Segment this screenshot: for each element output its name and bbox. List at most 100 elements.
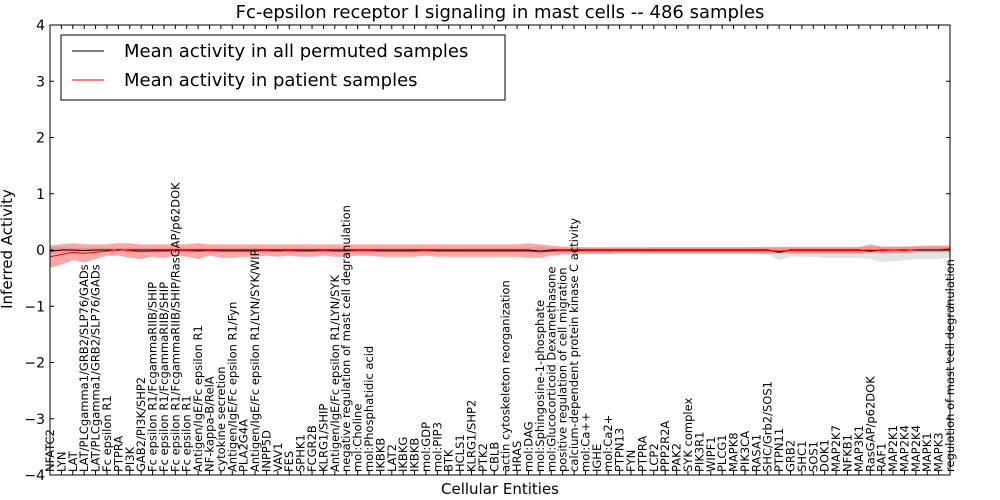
x-tick-label: Fc epsilon R1/FcgammaRIIB/SHIP: [157, 282, 171, 472]
legend-label-permuted: Mean activity in all permuted samples: [124, 41, 468, 62]
x-tick-label: VAV1: [271, 443, 285, 472]
x-tick-label: PIK3CA: [738, 431, 752, 472]
y-tick-label: 3: [36, 74, 45, 90]
x-tick-label: MAPK8: [727, 432, 741, 472]
x-tick-label: RAF1: [875, 443, 889, 472]
x-tick-label: PTPRA: [635, 436, 649, 472]
x-tick-label: IGHE: [590, 444, 604, 472]
x-tick-label: MAP2K4: [909, 425, 923, 472]
x-tick-label: NFKB1: [840, 434, 854, 472]
x-tick-label: SPHK1: [294, 434, 308, 472]
x-tick-label: LCP2: [647, 443, 661, 472]
x-tick-label: MAPK1: [920, 432, 934, 472]
x-tick-label: FCGR2B: [305, 425, 319, 472]
x-tick-label: PI3K: [123, 446, 137, 472]
x-tick-label: actin cytoskeleton reorganization: [499, 280, 513, 472]
x-tick-label: HCLS1: [453, 434, 467, 472]
x-tick-label: mol:PIP3: [430, 422, 444, 472]
x-tick-label: FES: [282, 451, 296, 472]
x-tick-label: NF-kappa-B/RelA: [202, 376, 216, 472]
x-tick-label: MAPK3: [932, 432, 946, 472]
y-tick-label: 0: [36, 243, 45, 259]
x-tick-label: Fc epsilon R1: [100, 395, 114, 472]
x-tick-label: Fc epsilon R1/FcgammaRIIB/SHIP: [146, 282, 160, 472]
x-tick-label: PPP2R2A: [658, 421, 672, 472]
y-tick-label: 4: [36, 18, 45, 34]
x-tick-label: mol:Ca++: [578, 412, 592, 472]
x-tick-label: calcium-dependent protein kinase C activ…: [567, 218, 581, 472]
x-tick-label: Fc epsilon R1/FcgammaRIIB/SHIP/RasGAP/p6…: [168, 182, 182, 472]
y-tick-label: −1: [24, 299, 45, 315]
legend-frame: [60, 34, 506, 101]
x-tick-label: mol:Glucocorticoid Dexamethasone: [544, 267, 558, 472]
x-tick-label: Antigen/IgE/Fc epsilon R1/Fyn: [225, 302, 239, 472]
x-tick-label: Antigen/IgE/Fc epsilon R1/LYN/SYK: [328, 275, 342, 472]
y-tick-label: −4: [24, 468, 45, 484]
x-tick-label: Fc epsilon R1: [180, 395, 194, 472]
x-tick-label: MAP2K1: [886, 425, 900, 472]
x-tick-label: LAT2: [385, 444, 399, 472]
legend: Mean activity in all permuted samples Me…: [60, 34, 506, 101]
x-tick-label: MAP2K4: [897, 425, 911, 472]
legend-label-patient: Mean activity in patient samples: [124, 70, 418, 91]
x-tick-label: mol:Phosphatidic acid: [362, 346, 376, 472]
x-tick-label: PTPRA: [111, 436, 125, 472]
x-tick-label: PLA2G4A: [237, 419, 251, 472]
x-tick-label: RASA1: [749, 434, 763, 472]
y-axis-label: Inferred Activity: [0, 189, 16, 309]
x-tick-label: PLCG1: [715, 434, 729, 472]
x-tick-label: DOK1: [818, 439, 832, 472]
x-tick-label: BTK: [442, 449, 456, 472]
x-tick-label: mol:DAG: [521, 421, 535, 472]
x-tick-label: SHC1: [795, 441, 809, 472]
y-tick-label: −2: [24, 356, 45, 372]
x-tick-label: LAT: [66, 450, 80, 472]
x-tick-label: PTPN13: [613, 428, 627, 472]
x-tick-label: HRAS: [510, 441, 524, 472]
x-tick-label: mol:Choline: [351, 404, 365, 472]
x-tick-label: SHC/Grb2/SOS1: [761, 381, 775, 472]
x-tick-label: CBLB: [487, 442, 501, 472]
x-tick-label: FYN: [624, 450, 638, 472]
x-tick-label: WIPF1: [704, 436, 718, 472]
x-tick-label: PIK3R1: [692, 432, 706, 473]
y-tick-label: −3: [24, 412, 45, 428]
x-tick-label: RasGAP/p62DOK: [863, 376, 877, 472]
x-tick-label: MAP3K1: [852, 425, 866, 472]
x-tick-label: LYN: [54, 451, 68, 472]
x-tick-label: NFATC2: [43, 429, 57, 472]
x-tick-label: IKBKG: [396, 437, 410, 472]
band-series-1: [50, 243, 950, 268]
x-tick-label: SYK complex: [681, 398, 695, 472]
x-tick-label: IKBKB: [373, 438, 387, 472]
x-tick-label: cytokine secretion: [214, 366, 228, 472]
x-tick-label: Antigen/IgE/Fc epsilon R1: [191, 325, 205, 472]
x-tick-label: GAB2/PI3K/SHP2: [134, 377, 148, 472]
y-tick-label: 2: [36, 131, 45, 147]
x-tick-label: mol:GDP: [419, 422, 433, 472]
x-tick-label: KLRG1/SHIP: [316, 404, 330, 472]
x-tick-label: LAT/PLCgamma1/GRB2/SLP76/GADs: [89, 264, 103, 472]
line-series-1: [49, 248, 951, 258]
x-tick-label: SOS1: [806, 441, 820, 472]
line-series-0: [49, 249, 950, 253]
x-tick-label: mol:Ca2+: [601, 415, 615, 472]
chart-title: Fc-epsilon receptor I signaling in mast …: [236, 2, 765, 23]
x-axis-label: Cellular Entities: [441, 480, 559, 498]
x-tick-label: negative regulation of mast cell degranu…: [339, 205, 353, 472]
x-tick-label: KLRG1/SHP2: [465, 400, 479, 472]
x-tick-label: GRB2: [784, 440, 798, 472]
x-tick-label: positive regulation of cell migration: [556, 267, 570, 472]
x-tick-label: LAT/PLCgamma1/GRB2/SLP76/GADs: [77, 264, 91, 472]
x-tick-label: IKBKB: [408, 438, 422, 472]
x-tick-label: mol:Sphingosine-1-phosphate: [533, 300, 547, 472]
plot-area: −4−3−2−101234NFATC2LYNLATLAT/PLCgamma1/G…: [24, 18, 957, 484]
x-tick-label: INPP5D: [259, 430, 273, 472]
x-tick-label: regulation of mast cell degranulation: [943, 259, 957, 472]
x-tick-label: PTPN11: [772, 428, 786, 472]
x-tick-label: MAP2K7: [829, 425, 843, 472]
x-tick-label: PAK2: [670, 443, 684, 472]
y-tick-label: 1: [36, 187, 45, 203]
x-tick-label: Antigen/IgE/Fc epsilon R1/LYN/SYK/WIP: [248, 249, 262, 472]
